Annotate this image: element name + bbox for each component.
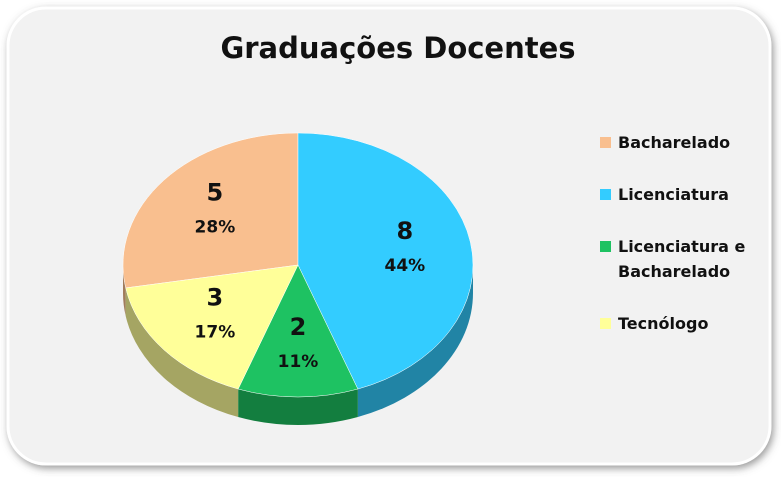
legend-label: Bacharelado	[618, 133, 731, 152]
slice-value: 3	[207, 284, 224, 312]
slice-side	[238, 389, 358, 425]
slice	[237, 264, 359, 398]
slice	[297, 132, 474, 390]
slice-percent: 17%	[195, 323, 236, 343]
pie: 5 28% 8 44% 2 11% 3 17%	[122, 132, 474, 425]
legend-swatch	[600, 137, 611, 148]
slice-percent: 11%	[278, 352, 319, 372]
legend-label: Licenciatura	[618, 185, 729, 204]
chart-title: Graduações Docentes	[220, 31, 575, 65]
legend: Bacharelado Licenciatura Licenciatura e Ba…	[600, 130, 780, 363]
legend-item: Bacharelado	[600, 130, 780, 155]
slice-side	[125, 287, 239, 418]
legend-label: Tecnólogo	[618, 314, 709, 333]
slice-value: 5	[207, 178, 224, 206]
slice-percent: 44%	[385, 256, 426, 276]
legend-item: Licenciatura e Bacharelado	[600, 234, 780, 284]
legend-swatch	[600, 189, 611, 200]
slice	[122, 132, 299, 289]
legend-item: Tecnólogo	[600, 311, 780, 336]
legend-item: Licenciatura	[600, 182, 780, 207]
slice-value: 2	[290, 313, 307, 341]
legend-swatch	[600, 241, 611, 252]
slice-value: 8	[397, 217, 414, 245]
legend-label: Licenciatura e Bacharelado	[618, 237, 746, 281]
slice	[125, 264, 299, 390]
legend-swatch	[600, 318, 611, 329]
slice-percent: 28%	[195, 217, 236, 237]
